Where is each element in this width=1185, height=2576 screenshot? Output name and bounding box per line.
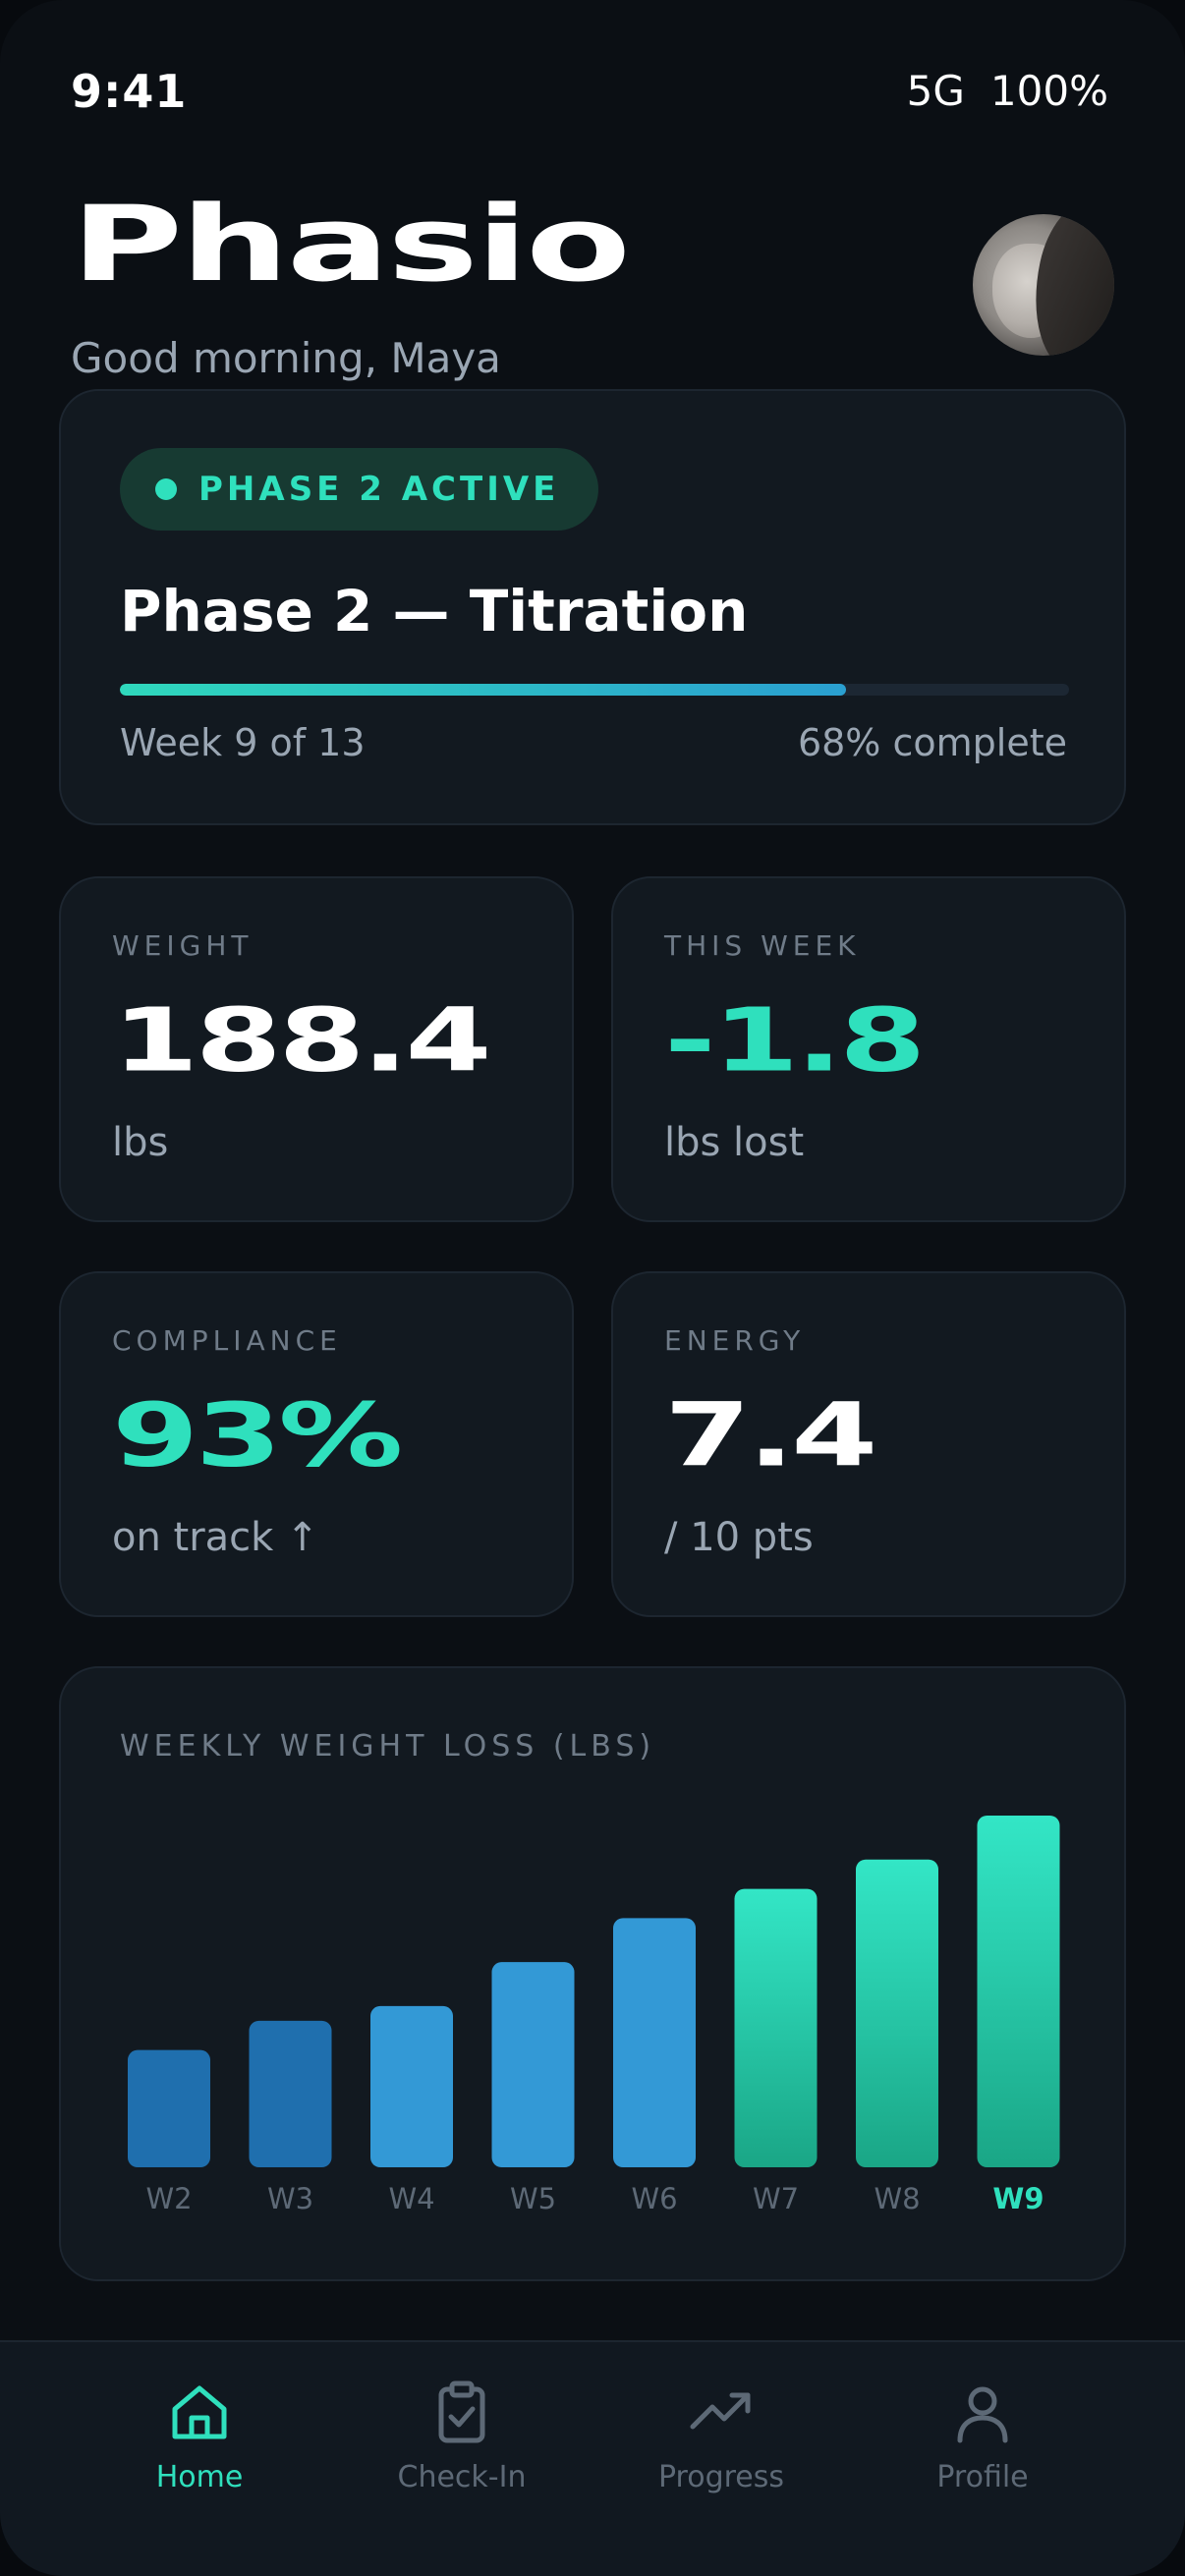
- weight-label: WEIGHT: [112, 929, 254, 962]
- chart-x-label-w6: W6: [631, 2182, 677, 2215]
- phase-progress-bar: [120, 684, 1069, 696]
- clipboard-check-icon: [438, 2380, 485, 2443]
- nav-progress-label: Progress: [657, 2460, 785, 2494]
- nav-home-label: Home: [155, 2460, 244, 2494]
- bottom-nav: Home Check-In Progress Profile: [0, 2340, 1185, 2576]
- this-week-label: THIS WEEK: [664, 929, 861, 962]
- this-week-unit: lbs lost: [664, 1120, 805, 1165]
- chart-x-label-w3: W3: [267, 2182, 313, 2215]
- chart-bar-w2: [128, 2049, 210, 2167]
- chart-bar-w8: [856, 1859, 938, 2167]
- chart-x-label-w7: W7: [753, 2182, 799, 2215]
- phase-percent: 68% complete: [797, 721, 1067, 764]
- compliance-status: on track ↑: [112, 1515, 319, 1560]
- weight-value: 188.4: [112, 988, 492, 1092]
- nav-profile[interactable]: Profile: [884, 2378, 1081, 2494]
- chart-x-label-w4: W4: [388, 2182, 434, 2215]
- phase-title: Phase 2 — Titration: [120, 578, 749, 644]
- status-indicators: 5G 100%: [907, 67, 1108, 115]
- avatar[interactable]: [973, 214, 1114, 356]
- compliance-label: COMPLIANCE: [112, 1324, 342, 1357]
- weight-unit: lbs: [112, 1120, 169, 1165]
- chart-title: WEEKLY WEIGHT LOSS (LBS): [120, 1729, 656, 1764]
- energy-scale: / 10 pts: [664, 1515, 814, 1560]
- nav-check-in-label: Check-In: [397, 2460, 527, 2494]
- status-dot-icon: [155, 478, 177, 500]
- trending-up-icon: [690, 2392, 751, 2430]
- energy-card[interactable]: ENERGY 7.4 / 10 pts: [611, 1271, 1126, 1617]
- chart-bar-w3: [249, 2020, 332, 2167]
- nav-progress[interactable]: Progress: [623, 2378, 819, 2494]
- chart-x-label-w9: W9: [992, 2182, 1044, 2215]
- nav-home[interactable]: Home: [101, 2378, 298, 2494]
- energy-value: 7.4: [664, 1383, 877, 1486]
- phase-status-badge: PHASE 2 ACTIVE: [120, 448, 599, 531]
- chart-x-label-w2: W2: [145, 2182, 192, 2215]
- greeting: Good morning, Maya: [71, 334, 501, 382]
- app-title: Phasio: [71, 183, 631, 306]
- battery-indicator: 100%: [989, 67, 1108, 115]
- chart-bars: [128, 1816, 1060, 2167]
- compliance-value: 93%: [112, 1383, 403, 1486]
- user-icon: [957, 2386, 1008, 2443]
- weekly-loss-chart-card: WEEKLY WEIGHT LOSS (LBS) W2 W3 W4 W5 W6 W7 W8 W…: [59, 1666, 1126, 2281]
- nav-profile-label: Profile: [936, 2460, 1029, 2494]
- this-week-card[interactable]: THIS WEEK -1.8 lbs lost: [611, 876, 1126, 1222]
- chart-bar-w9: [977, 1816, 1060, 2167]
- chart-bar-w6: [613, 1918, 696, 2167]
- energy-label: ENERGY: [664, 1324, 806, 1357]
- chart-x-label-w5: W5: [510, 2182, 556, 2215]
- home-icon: [172, 2385, 227, 2439]
- phase-week: Week 9 of 13: [120, 721, 366, 764]
- nav-check-in[interactable]: Check-In: [364, 2378, 560, 2494]
- compliance-card[interactable]: COMPLIANCE 93% on track ↑: [59, 1271, 574, 1617]
- network-indicator: 5G: [906, 67, 965, 115]
- weekly-loss-chart: W2 W3 W4 W5 W6 W7 W8 W9: [128, 1816, 1060, 2215]
- chart-bar-w7: [734, 1888, 818, 2167]
- weight-card[interactable]: WEIGHT 188.4 lbs: [59, 876, 574, 1222]
- this-week-value: -1.8: [664, 988, 926, 1092]
- phase-badge-label: PHASE 2 ACTIVE: [198, 470, 560, 509]
- chart-x-label-w8: W8: [874, 2182, 920, 2215]
- chart-x-labels: W2 W3 W4 W5 W6 W7 W8 W9: [145, 2182, 1044, 2215]
- phase-card[interactable]: PHASE 2 ACTIVE Phase 2 — Titration Week …: [59, 389, 1126, 825]
- phase-progress-fill: [120, 684, 846, 696]
- chart-bar-w5: [491, 1962, 575, 2167]
- chart-bar-w4: [370, 2005, 453, 2167]
- status-time: 9:41: [71, 65, 188, 118]
